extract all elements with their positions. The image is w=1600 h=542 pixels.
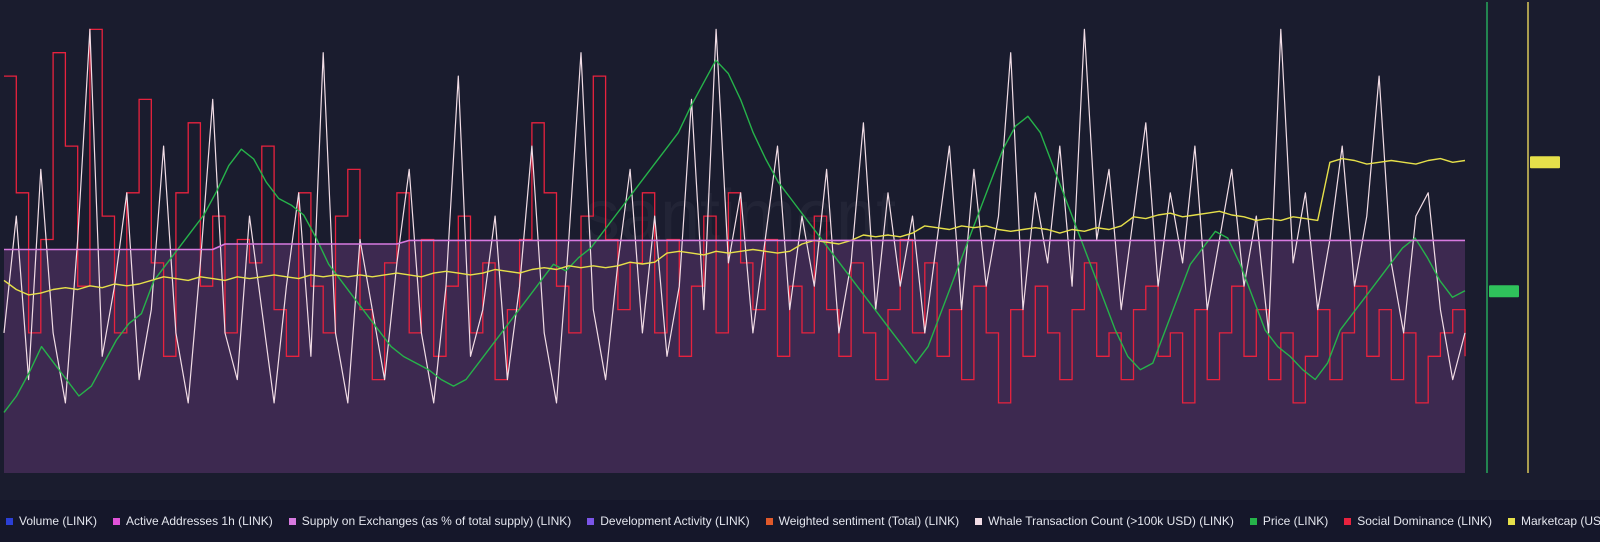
legend-swatch (765, 517, 773, 525)
legend-item[interactable]: Active Addresses 1h (LINK) (113, 514, 273, 528)
legend-swatch (288, 517, 296, 525)
legend-swatch (113, 517, 121, 525)
supply-on-exchanges-line (4, 239, 1465, 251)
legend-swatch (587, 517, 595, 525)
legend-label: Supply on Exchanges (as % of total suppl… (301, 514, 572, 528)
legend-swatch (1344, 517, 1352, 525)
price-current-badge (1489, 285, 1519, 298)
legend-item[interactable]: Whale Transaction Count (>100k USD) (LIN… (975, 514, 1234, 528)
marketcap-current-badge (1530, 156, 1560, 169)
legend: Volume (LINK) Active Addresses 1h (LINK) S… (0, 500, 1600, 542)
legend-label: Price (LINK) (1262, 514, 1329, 528)
legend-swatch (975, 517, 983, 525)
legend-swatch (6, 517, 13, 525)
price-line (3, 59, 1466, 413)
legend-item[interactable]: Price (LINK) (1249, 514, 1329, 528)
legend-item[interactable]: Supply on Exchanges (as % of total suppl… (288, 514, 572, 528)
legend-label: Marketcap (USDT) (1520, 514, 1600, 528)
marketcap-line (3, 157, 1466, 296)
legend-label: Development Activity (LINK) (600, 514, 750, 528)
legend-swatch (1249, 517, 1257, 525)
series-layer (3, 28, 1466, 413)
legend-item[interactable]: Weighted sentiment (Total) (LINK) (765, 514, 960, 528)
current-value-badges (1489, 156, 1560, 298)
chart-area[interactable]: santiment (0, 0, 1600, 500)
legend-item[interactable]: Volume (LINK) (6, 514, 97, 528)
legend-item[interactable]: Social Dominance (LINK) (1344, 514, 1492, 528)
legend-swatch (1507, 517, 1515, 525)
supply-area-layer (4, 240, 1465, 473)
legend-label: Social Dominance (LINK) (1357, 514, 1492, 528)
legend-item[interactable]: Development Activity (LINK) (587, 514, 750, 528)
legend-label: Weighted sentiment (Total) (LINK) (778, 514, 960, 528)
legend-label: Whale Transaction Count (>100k USD) (LIN… (988, 514, 1234, 528)
supply-area-fill (4, 240, 1465, 473)
legend-label: Volume (LINK) (19, 514, 98, 528)
legend-item[interactable]: Marketcap (USDT) (1507, 514, 1600, 528)
legend-label: Active Addresses 1h (LINK) (126, 514, 273, 528)
